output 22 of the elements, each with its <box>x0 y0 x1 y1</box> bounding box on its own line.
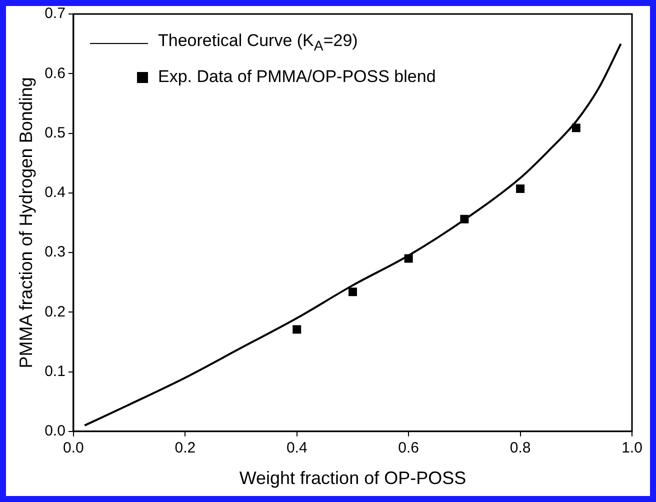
x-tick-label: 0.8 <box>510 440 531 457</box>
legend-label: Exp. Data of PMMA/OP-POSS blend <box>158 67 436 87</box>
point <box>292 325 302 334</box>
point <box>572 124 580 132</box>
x-tick-label: 0.4 <box>286 440 308 457</box>
legend-label: Theoretical Curve (K$_{A}$=29) <box>158 31 358 55</box>
x-tick-label: 1.0 <box>622 440 642 457</box>
x-tick-label: 0.6 <box>398 440 420 457</box>
y-tick-label: 0.5 <box>44 124 66 142</box>
point <box>348 288 357 296</box>
y-tick-label: 0.6 <box>44 64 66 82</box>
y-tick-label: 0.1 <box>44 362 66 380</box>
y-tick-label: 0.3 <box>44 244 66 261</box>
x-tick-label: 0.2 <box>174 440 196 457</box>
x-axis-title: Weight fraction of OP-POSS <box>239 468 466 488</box>
y-tick-label: 0.4 <box>44 184 66 202</box>
x-tick-label: 0.0 <box>63 440 84 457</box>
y-tick-label: 0.2 <box>44 303 66 320</box>
point <box>516 184 525 193</box>
y-axis-title: PMMA fraction of Hydrogen Bonding <box>16 77 36 368</box>
y-tick-label: 0.7 <box>44 5 66 22</box>
y-tick-label: 0.0 <box>44 422 66 440</box>
